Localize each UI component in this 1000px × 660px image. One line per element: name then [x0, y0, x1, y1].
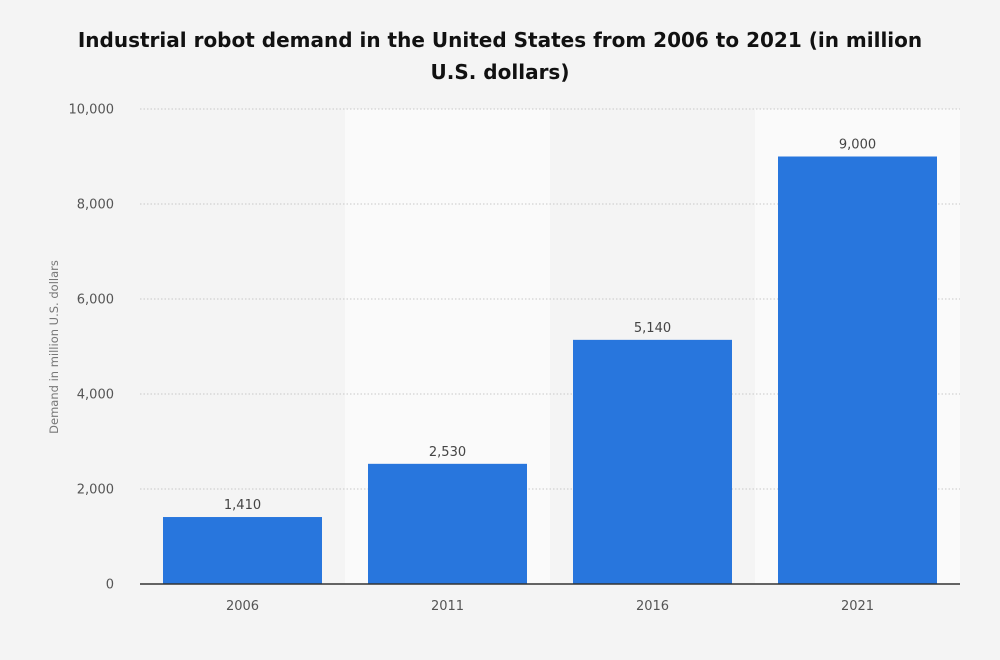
bar-2006[interactable]	[163, 517, 322, 584]
x-tick-label: 2011	[431, 599, 464, 614]
bar-2011[interactable]	[368, 463, 527, 584]
y-tick-label: 0	[106, 578, 114, 593]
data-label: 1,410	[224, 498, 261, 513]
y-tick-label: 4,000	[77, 388, 114, 403]
y-tick-label: 8,000	[77, 198, 114, 213]
data-label: 5,140	[634, 321, 671, 336]
chart-title: Industrial robot demand in the United St…	[77, 28, 923, 84]
y-tick-label: 2,000	[77, 483, 114, 498]
x-tick-label: 2016	[636, 599, 669, 614]
bar-2021[interactable]	[778, 156, 937, 585]
x-tick-label: 2021	[841, 599, 874, 614]
data-label: 2,530	[429, 445, 466, 460]
y-tick-label: 6,000	[77, 293, 114, 308]
y-axis-title: Demand in million U.S. dollars	[47, 260, 61, 434]
x-tick-label: 2006	[226, 599, 259, 614]
bar-2016[interactable]	[573, 339, 732, 584]
y-tick-label: 10,000	[69, 103, 115, 118]
data-label: 9,000	[839, 138, 876, 153]
